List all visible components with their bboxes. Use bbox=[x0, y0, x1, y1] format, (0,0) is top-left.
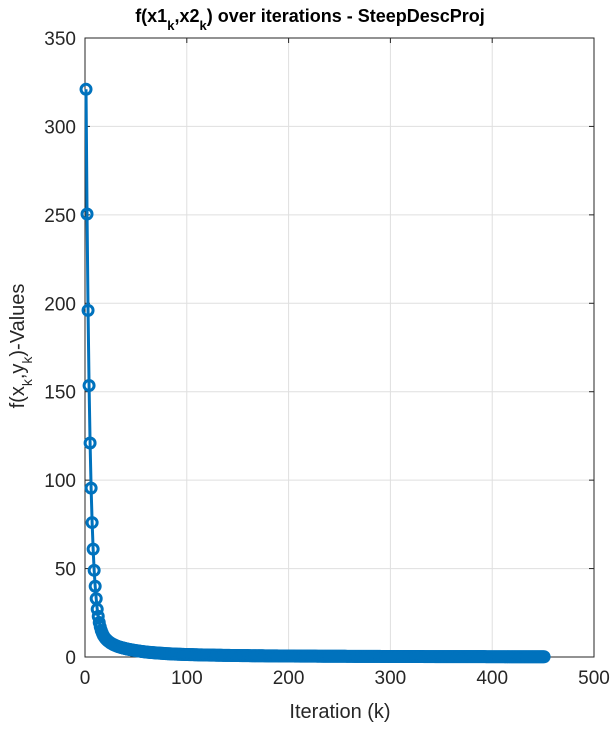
y-tick-label: 0 bbox=[65, 648, 76, 669]
y-tick-label: 200 bbox=[44, 294, 76, 315]
tick-labels: 0 100 200 300 400 500 0 50 100 150 200 250 300 350 bbox=[44, 29, 610, 689]
x-tick-label: 0 bbox=[80, 668, 91, 689]
y-tick-label: 100 bbox=[44, 471, 76, 492]
text-part: ,x2 bbox=[174, 6, 199, 26]
x-tick-label: 200 bbox=[273, 668, 305, 689]
data-point-marker bbox=[79, 82, 93, 96]
y-tick-label: 300 bbox=[44, 117, 76, 138]
x-tick-label: 500 bbox=[578, 668, 610, 689]
subscript: k bbox=[167, 18, 175, 33]
subscript: k bbox=[19, 378, 35, 386]
data-point-marker bbox=[84, 481, 98, 495]
y-tick-label: 50 bbox=[55, 560, 76, 581]
data-point-marker bbox=[87, 563, 101, 577]
text-part: ,y bbox=[7, 364, 29, 380]
x-axis-title: Iteration (k) bbox=[289, 701, 390, 723]
text-part: f(x1 bbox=[135, 6, 167, 26]
y-axis-title: f(xk,yk)-Values bbox=[7, 284, 35, 409]
text-part: f(x bbox=[7, 386, 29, 408]
data-point-marker bbox=[83, 436, 97, 450]
data-point-marker bbox=[85, 516, 99, 530]
data-point-marker bbox=[88, 579, 102, 593]
x-tick-label: 100 bbox=[171, 668, 203, 689]
x-tick-label: 300 bbox=[375, 668, 407, 689]
text-part: )-Values bbox=[7, 284, 29, 357]
data-point-marker bbox=[80, 207, 94, 221]
y-tick-label: 350 bbox=[44, 29, 76, 50]
data-point-marker bbox=[81, 303, 95, 317]
data-point-marker bbox=[86, 542, 100, 556]
data-point-marker bbox=[90, 602, 104, 616]
text-part: ) over iterations - SteepDescProj bbox=[207, 6, 485, 26]
subscript: k bbox=[19, 356, 35, 364]
data-point-marker bbox=[537, 650, 551, 664]
chart-title: f(x1k,x2k) over iterations - SteepDescPr… bbox=[135, 6, 485, 33]
x-tick-label: 400 bbox=[476, 668, 508, 689]
data-point-marker bbox=[82, 379, 96, 393]
y-tick-label: 250 bbox=[44, 206, 76, 227]
plot-area bbox=[79, 82, 551, 664]
subscript: k bbox=[199, 18, 207, 33]
y-tick-label: 150 bbox=[44, 383, 76, 404]
